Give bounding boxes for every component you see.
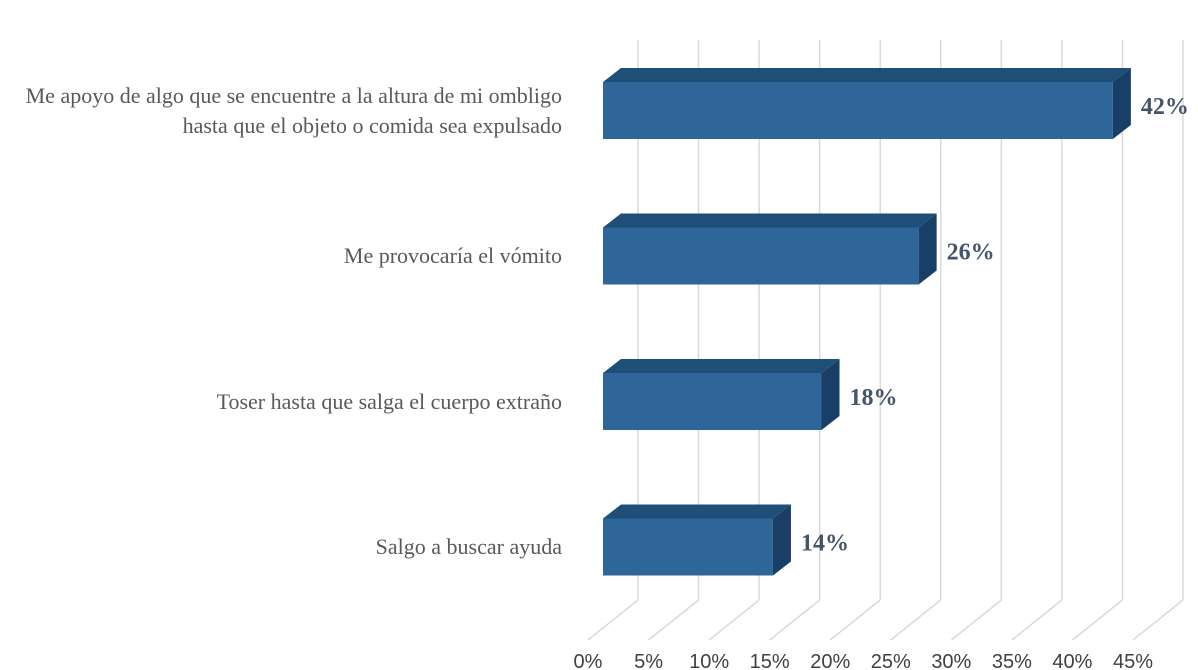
floor-line: [890, 599, 942, 641]
bar-top: [603, 68, 1131, 82]
bar-side: [821, 359, 840, 430]
floor-line: [587, 599, 639, 641]
category-label: Me apoyo de algo que se encuentre a la a…: [25, 82, 562, 138]
value-label: 14%: [801, 531, 849, 557]
floor-line: [829, 599, 881, 641]
bar-top: [603, 504, 791, 519]
category-label: Salgo a buscar ayuda: [375, 534, 562, 559]
x-tick-label: 30%: [931, 651, 971, 670]
floor-line: [1011, 599, 1063, 641]
bar-side: [1112, 68, 1131, 139]
x-tick-label: 5%: [634, 651, 663, 670]
x-tick-label: 45%: [1113, 651, 1153, 670]
bar: [603, 227, 919, 285]
floor-line: [708, 599, 760, 641]
category-label: Toser hasta que salga el cuerpo extraño: [216, 388, 562, 414]
category-label: Me provocaría el vómito: [343, 243, 562, 268]
floor-line: [769, 599, 821, 641]
bar: [603, 518, 773, 576]
x-tick-label: 20%: [810, 651, 850, 670]
x-tick-label: 10%: [689, 651, 729, 670]
value-label: 42%: [1141, 94, 1189, 120]
x-tick-label: 15%: [750, 651, 790, 670]
bar: [603, 82, 1113, 139]
floor-line: [1132, 599, 1184, 641]
x-tick-label: 35%: [992, 651, 1032, 670]
bar-side: [918, 213, 937, 285]
bar: [603, 373, 822, 430]
floor-line: [648, 599, 700, 641]
value-label: 26%: [947, 240, 995, 266]
bar-side: [772, 504, 791, 576]
floor-line: [1071, 599, 1123, 641]
x-tick-label: 40%: [1052, 651, 1092, 670]
value-label: 18%: [850, 385, 898, 411]
bar-top: [603, 213, 937, 228]
bar-top: [603, 359, 840, 373]
floor-line: [950, 599, 1002, 641]
x-tick-label: 25%: [871, 651, 911, 670]
x-tick-label: 0%: [574, 651, 603, 670]
